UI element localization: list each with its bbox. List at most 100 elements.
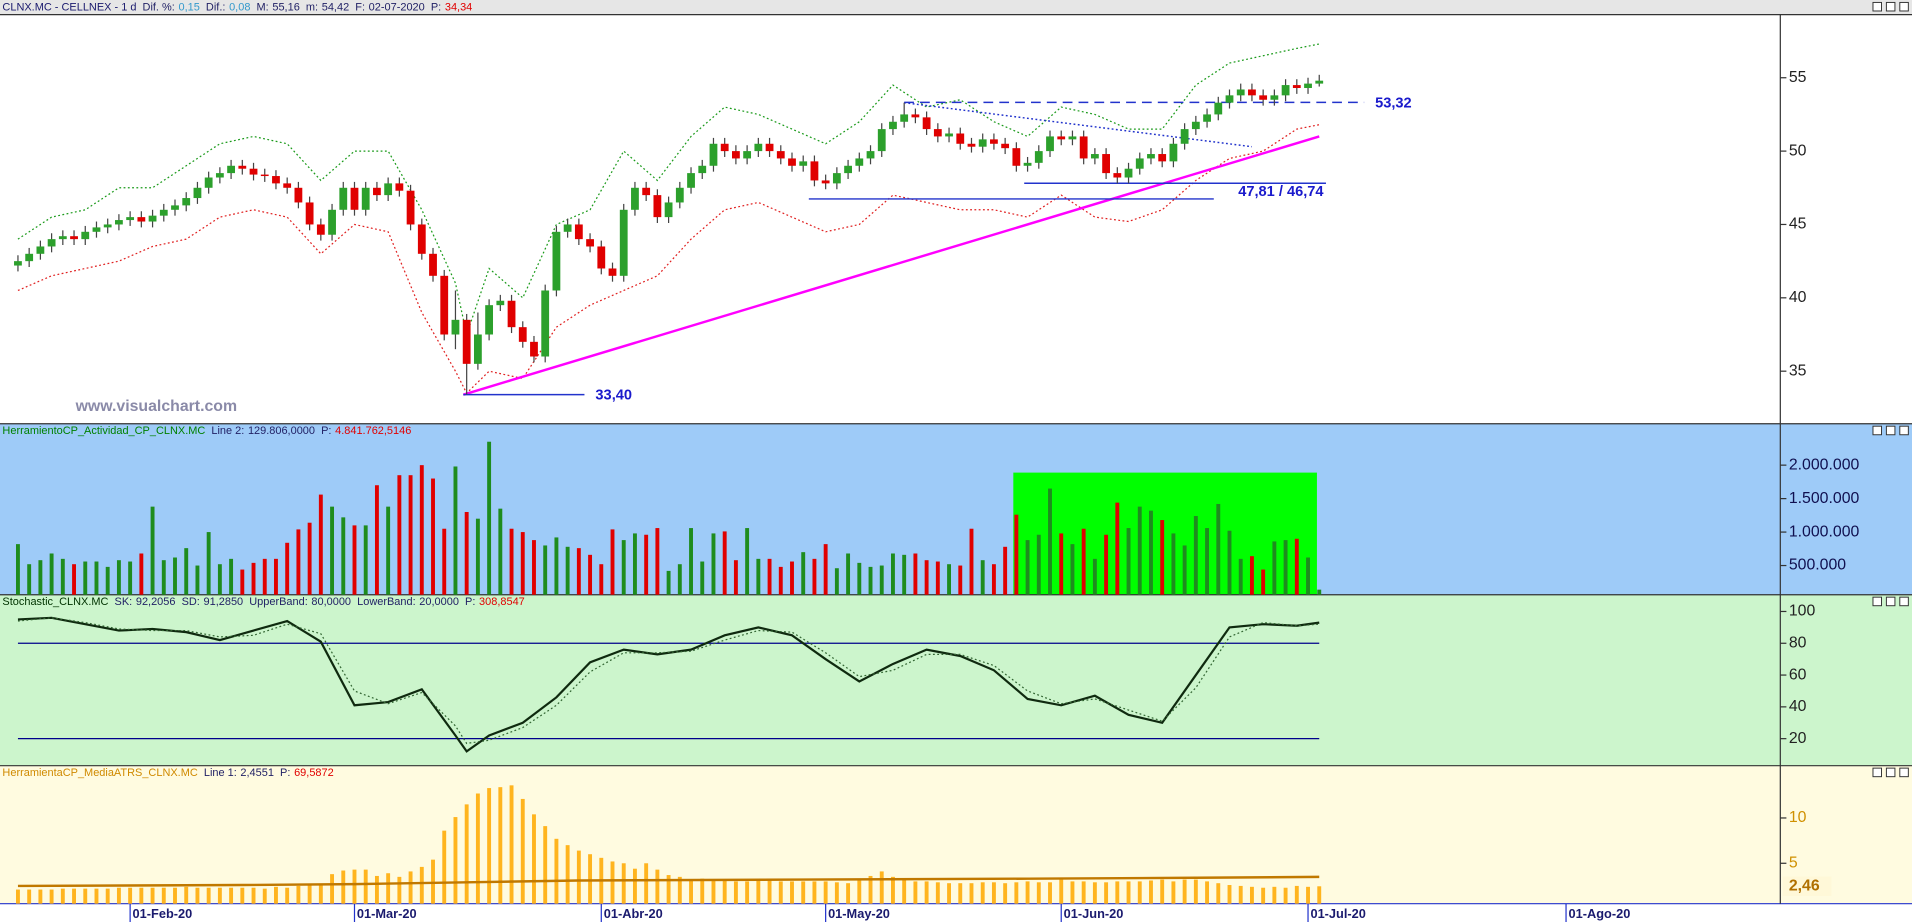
bar bbox=[1149, 880, 1153, 904]
candle-body bbox=[933, 129, 942, 137]
bar bbox=[60, 558, 65, 595]
candle-body bbox=[272, 176, 280, 184]
candle-body bbox=[440, 275, 449, 335]
bar bbox=[1171, 533, 1176, 595]
bar bbox=[1272, 541, 1277, 595]
bar bbox=[902, 554, 907, 595]
candle-body bbox=[563, 224, 572, 232]
candle-body bbox=[945, 133, 953, 137]
bar bbox=[576, 548, 581, 595]
bar bbox=[397, 876, 402, 904]
bar bbox=[442, 830, 447, 904]
window-button[interactable] bbox=[1872, 425, 1883, 436]
bar bbox=[924, 881, 929, 904]
candle-body bbox=[619, 209, 628, 276]
window-button[interactable] bbox=[1899, 1, 1909, 12]
stat-label: UpperBand: bbox=[249, 596, 308, 608]
window-button[interactable] bbox=[1885, 596, 1896, 607]
bar bbox=[72, 888, 76, 904]
candle-body bbox=[911, 114, 920, 118]
bar bbox=[767, 558, 772, 595]
band-line bbox=[17, 124, 1320, 395]
candle-body bbox=[687, 173, 695, 188]
band-line bbox=[17, 43, 1320, 337]
window-button[interactable] bbox=[1885, 767, 1896, 778]
x-tick-label: 01-May-20 bbox=[828, 906, 890, 921]
candle-body bbox=[1079, 136, 1088, 159]
candle-body bbox=[990, 139, 998, 144]
window-button[interactable] bbox=[1872, 1, 1883, 12]
bar bbox=[632, 533, 637, 595]
bar bbox=[1092, 558, 1097, 595]
bar bbox=[262, 558, 267, 595]
y-tick-label: 1.500.000 bbox=[1789, 490, 1860, 507]
bar bbox=[846, 883, 851, 904]
candle-body bbox=[148, 215, 157, 222]
candle-body bbox=[238, 165, 247, 169]
y-tick-label: 60 bbox=[1789, 666, 1807, 683]
bar bbox=[251, 562, 256, 595]
candle-body bbox=[1068, 136, 1077, 140]
bar bbox=[464, 804, 469, 904]
window-button[interactable] bbox=[1872, 596, 1883, 607]
window-button[interactable] bbox=[1899, 425, 1909, 436]
bar bbox=[240, 887, 245, 904]
bar bbox=[1227, 885, 1232, 904]
bar bbox=[655, 869, 660, 904]
bar bbox=[1014, 882, 1019, 904]
bar bbox=[677, 564, 682, 595]
candle-body bbox=[1281, 85, 1290, 96]
y-tick-label: 35 bbox=[1789, 362, 1807, 379]
candle-body bbox=[1113, 173, 1122, 178]
bar bbox=[947, 883, 951, 904]
bar bbox=[891, 876, 895, 904]
bar bbox=[543, 826, 548, 904]
window-button[interactable] bbox=[1885, 425, 1896, 436]
window-controls bbox=[1872, 1, 1909, 778]
candle-body bbox=[126, 217, 135, 221]
bar bbox=[60, 888, 65, 904]
bar bbox=[969, 528, 974, 595]
bar bbox=[475, 518, 480, 595]
candle-body bbox=[765, 143, 774, 152]
candle-body bbox=[956, 133, 965, 144]
panel-title: HerramientaCP_MediaATRS_CLNX.MC bbox=[2, 767, 197, 779]
bar bbox=[307, 522, 312, 595]
bar bbox=[83, 561, 88, 595]
window-button[interactable] bbox=[1885, 1, 1896, 12]
bar bbox=[206, 887, 211, 904]
bar bbox=[823, 881, 828, 904]
bar bbox=[1205, 881, 1210, 904]
bar bbox=[1036, 882, 1041, 904]
stat-value: 129.806,0000 bbox=[248, 425, 315, 437]
bar bbox=[689, 879, 693, 904]
candle-body bbox=[1158, 154, 1167, 162]
bar bbox=[610, 861, 615, 904]
candle-body bbox=[574, 224, 583, 240]
window-button[interactable] bbox=[1899, 767, 1909, 778]
bar bbox=[487, 788, 492, 904]
bar bbox=[173, 557, 177, 595]
bar bbox=[217, 564, 222, 595]
bar bbox=[173, 887, 177, 904]
candle-body bbox=[743, 151, 752, 159]
candle-body bbox=[1001, 143, 1010, 149]
y-tick-label: 45 bbox=[1789, 216, 1807, 233]
bar bbox=[509, 528, 514, 595]
bar bbox=[116, 887, 121, 904]
window-button[interactable] bbox=[1872, 767, 1883, 778]
bar bbox=[27, 564, 32, 595]
candle-body bbox=[631, 187, 639, 210]
bar bbox=[1003, 546, 1008, 595]
bar bbox=[834, 568, 839, 595]
candle-body bbox=[608, 268, 617, 276]
bar bbox=[722, 531, 727, 595]
bar bbox=[307, 885, 312, 904]
bar bbox=[1216, 503, 1221, 595]
bar bbox=[756, 558, 761, 595]
candle-body bbox=[249, 168, 258, 175]
bar bbox=[1092, 882, 1097, 904]
bar bbox=[1182, 879, 1187, 904]
window-button[interactable] bbox=[1899, 596, 1909, 607]
